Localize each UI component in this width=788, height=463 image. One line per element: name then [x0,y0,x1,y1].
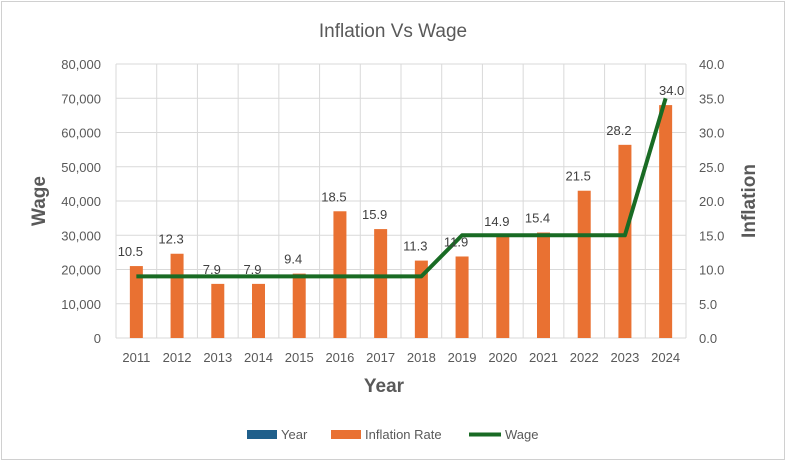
data-label: 34.0 [659,83,684,98]
inflation-bar [618,144,632,338]
right-tick-label: 15.0 [699,228,724,243]
right-tick-label: 10.0 [699,263,724,278]
x-tick-label: 2014 [244,350,273,365]
wage-line [136,97,668,279]
x-tick-label: 2018 [407,350,436,365]
inflation-bar [537,232,550,338]
left-tick-label: 50,000 [61,160,101,175]
data-label: 11.3 [403,239,427,254]
data-label: 10.5 [118,244,143,259]
inflation-bar [414,260,428,338]
right-tick-label: 20.0 [699,194,724,209]
inflation-bar [129,266,143,338]
data-label: 28.2 [606,123,631,138]
data-label: 12.3 [158,232,183,247]
left-tick-label: 70,000 [61,91,101,106]
left-tick-label: 60,000 [61,126,101,141]
left-tick-label: 20,000 [61,263,101,278]
legend-label-inflation: Inflation Rate [365,427,442,442]
right-tick-label: 5.0 [699,297,717,312]
inflation-bar [211,283,225,338]
data-label: 11.9 [444,234,468,249]
right-tick-label: 40.0 [699,57,724,72]
data-label: 7.9 [243,262,261,277]
left-tick-label: 0 [94,331,101,346]
inflation-bar [252,283,265,338]
data-label: 9.4 [284,252,302,267]
inflation-bar [170,253,184,338]
left-axis-title: Wage [29,176,50,226]
x-tick-label: 2015 [285,350,314,365]
right-tick-label: 35.0 [699,91,724,106]
legend-swatch-year [247,430,277,439]
x-tick-label: 2011 [122,350,150,365]
legend: Year Inflation Rate Wage [247,427,538,442]
data-label: 15.9 [362,207,387,222]
left-tick-label: 80,000 [61,57,101,72]
legend-label-year: Year [281,427,308,442]
x-tick-label: 2024 [651,350,680,365]
x-tick-label: 2017 [366,350,395,365]
right-tick-label: 0.0 [699,331,717,346]
x-tick-label: 2022 [570,350,599,365]
inflation-bar [455,256,469,338]
inflation-bar [496,235,510,338]
right-tick-label: 30.0 [699,126,724,141]
legend-swatch-inflation [331,430,361,439]
x-tick-label: 2012 [163,350,192,365]
x-tick-label: 2023 [610,350,639,365]
data-label: 15.4 [525,211,550,226]
chart-title: Inflation Vs Wage [319,21,467,42]
right-tick-label: 25.0 [699,160,724,175]
inflation-bar [292,273,306,338]
legend-label-wage: Wage [505,427,538,442]
left-tick-label: 10,000 [61,297,101,312]
inflation-bar [577,190,591,338]
x-axis-title: Year [364,376,405,397]
left-tick-label: 30,000 [61,228,101,243]
x-tick-label: 2020 [488,350,517,365]
x-tick-label: 2021 [529,350,558,365]
data-label: 14.9 [484,214,509,229]
left-tick-label: 40,000 [61,194,101,209]
x-tick-label: 2013 [203,350,232,365]
data-label: 7.9 [203,262,221,277]
x-tick-label: 2019 [448,350,477,365]
data-label: 18.5 [321,189,346,204]
inflation-bar [659,105,673,338]
inflation-bar [374,229,388,338]
x-tick-label: 2016 [325,350,354,365]
right-axis-title: Inflation [739,164,760,238]
data-label: 21.5 [566,169,591,184]
